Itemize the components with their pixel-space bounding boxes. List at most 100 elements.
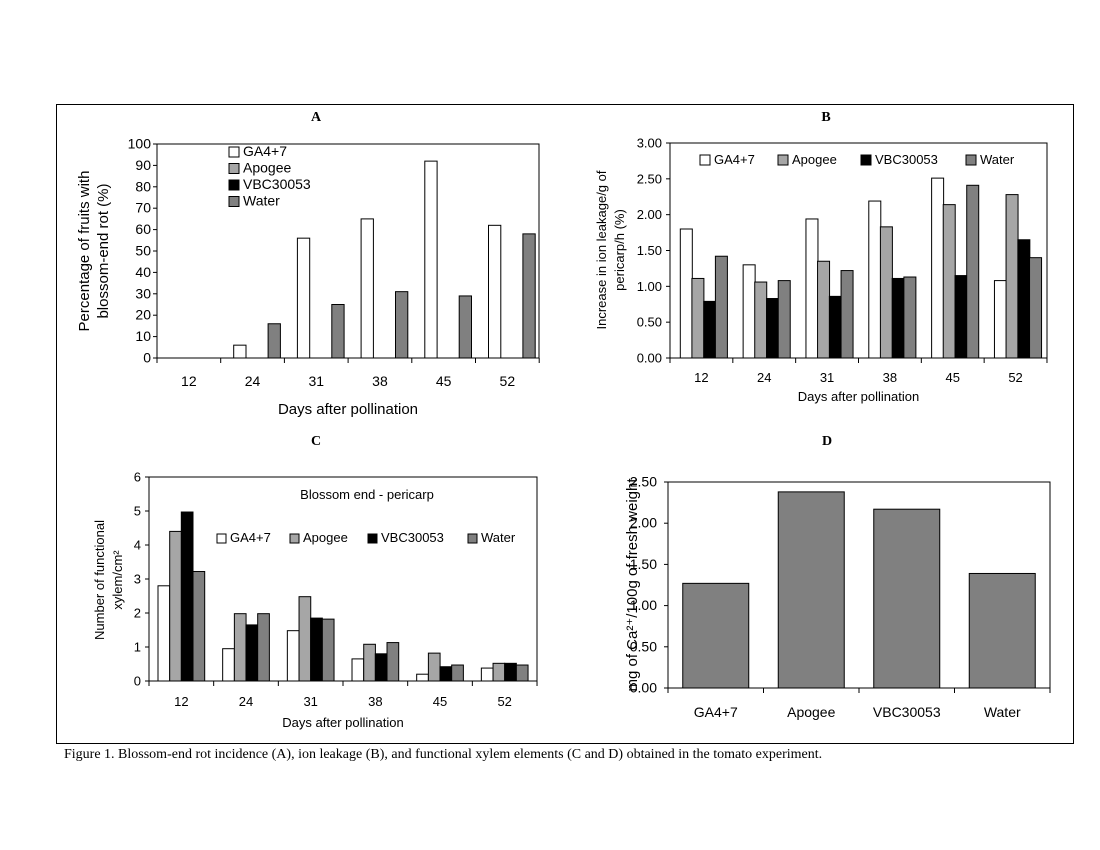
bar-water-24 bbox=[267, 323, 281, 359]
y-tick-label: 2.00 bbox=[630, 515, 657, 531]
legend-label: Water bbox=[481, 530, 516, 545]
legend-swatch-water bbox=[965, 154, 977, 166]
legend-label: Water bbox=[243, 193, 280, 209]
x-tick-label: 38 bbox=[372, 373, 388, 389]
bar-ga47-31 bbox=[296, 237, 311, 359]
x-axis-title: Days after pollination bbox=[278, 401, 418, 418]
bar-vbc30053-24 bbox=[766, 298, 780, 359]
bar-vbc30053 bbox=[873, 508, 941, 689]
legend-swatch-vbc30053 bbox=[860, 154, 872, 166]
bar-ga47-38 bbox=[868, 200, 882, 359]
bar-apogee-12 bbox=[169, 530, 182, 682]
bar-vbc30053-52 bbox=[1017, 239, 1031, 359]
x-tick-label: 24 bbox=[245, 373, 261, 389]
x-tick-label: Water bbox=[984, 704, 1021, 720]
bar-water-38 bbox=[395, 291, 409, 359]
legend-swatch-ga47 bbox=[699, 154, 711, 166]
bar-apogee-52 bbox=[1005, 194, 1019, 359]
legend-swatch-ga47 bbox=[216, 533, 227, 544]
x-tick-label: 45 bbox=[946, 370, 960, 385]
bar-apogee-24 bbox=[233, 613, 247, 682]
x-tick-label: 31 bbox=[303, 694, 317, 709]
y-tick-label: 1.00 bbox=[630, 597, 657, 613]
bar-water bbox=[968, 572, 1036, 689]
bar-ga47-45 bbox=[931, 177, 945, 359]
y-axis-title: pericarp/h (%) bbox=[612, 209, 627, 291]
y-tick-label: 4 bbox=[134, 538, 141, 553]
y-tick-label: 0.00 bbox=[637, 351, 662, 366]
y-tick-label: 10 bbox=[135, 328, 151, 344]
x-tick-label: 12 bbox=[694, 370, 708, 385]
x-tick-label: Apogee bbox=[787, 704, 835, 720]
x-tick-label: GA4+7 bbox=[694, 704, 738, 720]
bar-ga47-12 bbox=[157, 585, 171, 682]
y-tick-label: 2.50 bbox=[637, 171, 662, 186]
chart-panel-b: B 0.00 0.50 1.00 1.50 2.00 2.50 3.00 12 24 31 38 45 5… bbox=[594, 110, 1048, 404]
bar-water-31 bbox=[840, 270, 854, 359]
legend-swatch-water bbox=[228, 196, 240, 207]
y-axis-title: Percentage of fruits with bbox=[76, 171, 93, 332]
y-tick-label: 30 bbox=[135, 285, 151, 301]
bar-vbc30053-52 bbox=[504, 662, 517, 682]
y-tick-label: 0 bbox=[134, 674, 141, 689]
x-axis-title: Days after pollination bbox=[798, 389, 919, 404]
bar-apogee-31 bbox=[298, 596, 312, 682]
bar-water-31 bbox=[331, 304, 345, 359]
bar-apogee-38 bbox=[363, 643, 376, 682]
x-tick-label: 12 bbox=[181, 373, 197, 389]
y-tick-label: 0.00 bbox=[630, 680, 657, 696]
bar-water-38 bbox=[386, 642, 400, 682]
bar-vbc30053-45 bbox=[954, 275, 968, 359]
chart-subtitle: Blossom end - pericarp bbox=[300, 487, 434, 502]
panel-title: D bbox=[822, 434, 832, 449]
legend-label: GA4+7 bbox=[230, 530, 271, 545]
y-tick-label: 0.50 bbox=[630, 638, 657, 654]
plot-area bbox=[156, 143, 540, 359]
y-tick-label: 1.50 bbox=[630, 556, 657, 572]
y-tick-label: 3 bbox=[134, 572, 141, 587]
bar-vbc30053-45 bbox=[439, 666, 453, 682]
chart-panel-a: A 0 10 20 30 40 50 60 70 80 90 100 12 24 31 38 45 52 Days … bbox=[76, 110, 540, 418]
legend-swatch-apogee bbox=[289, 533, 300, 544]
y-tick-label: 1 bbox=[134, 640, 141, 655]
bar-apogee-45 bbox=[427, 652, 441, 682]
x-axis-title: Days after pollination bbox=[282, 715, 403, 730]
y-axis-title: xylem/cm² bbox=[110, 550, 125, 610]
legend-label: VBC30053 bbox=[381, 530, 444, 545]
bar-vbc30053-38 bbox=[891, 277, 905, 359]
y-axis-title: mg of Ca²⁺/100g of fresh weight bbox=[624, 478, 641, 692]
bar-ga47-38 bbox=[360, 218, 374, 359]
bar-vbc30053-24 bbox=[245, 624, 259, 682]
bar-vbc30053-12 bbox=[703, 300, 717, 359]
y-tick-label: 1.00 bbox=[637, 279, 662, 294]
bar-vbc30053-31 bbox=[310, 617, 323, 682]
chart-panel-d: D 0.00 0.50 1.00 1.50 2.00 2.50 GA4+7 Apogee VBC3… bbox=[624, 434, 1051, 720]
bar-apogee-12 bbox=[691, 277, 705, 359]
bar-water-52 bbox=[522, 233, 536, 359]
plot-area bbox=[148, 476, 538, 682]
bar-ga47-52 bbox=[993, 280, 1007, 359]
x-tick-label: 52 bbox=[500, 373, 516, 389]
panel-title: B bbox=[821, 110, 830, 125]
bar-ga47-24 bbox=[222, 648, 235, 682]
y-tick-label: 40 bbox=[135, 264, 151, 280]
legend-label: Apogee bbox=[243, 160, 291, 176]
y-axis-title: Increase in ion leakage/g of bbox=[594, 170, 609, 329]
y-tick-label: 20 bbox=[135, 307, 151, 323]
bar-ga47-45 bbox=[416, 673, 429, 682]
y-tick-label: 2.00 bbox=[637, 207, 662, 222]
y-tick-label: 80 bbox=[135, 178, 151, 194]
bar-water-24 bbox=[257, 613, 270, 682]
x-tick-label: 38 bbox=[883, 370, 897, 385]
y-tick-label: 60 bbox=[135, 221, 151, 237]
bar-apogee bbox=[777, 491, 845, 689]
y-tick-label: 0 bbox=[143, 350, 151, 366]
bar-apogee-52 bbox=[492, 662, 506, 682]
bar-water-45 bbox=[458, 295, 473, 359]
y-tick-label: 90 bbox=[135, 157, 151, 173]
bar-water-31 bbox=[321, 618, 335, 682]
y-axis-title: Number of functional bbox=[92, 520, 107, 640]
